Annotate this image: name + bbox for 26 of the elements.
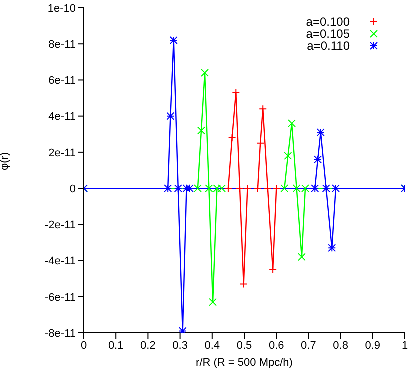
x-tick-label: 0.2 — [140, 340, 156, 352]
x-tick-label: 0.9 — [365, 340, 381, 352]
y-axis-title: φ(r) — [0, 152, 11, 170]
y-tick-label: -4e-11 — [45, 256, 76, 268]
y-tick-label: -6e-11 — [45, 292, 76, 304]
y-tick-label: 0 — [70, 183, 76, 196]
legend-label: a=0.105 — [306, 27, 350, 41]
legend-label: a=0.100 — [306, 15, 350, 29]
x-tick-label: 0.1 — [108, 340, 124, 352]
y-tick-label: -8e-11 — [45, 328, 76, 340]
x-tick-label: 0.8 — [333, 340, 348, 352]
y-tick-label: 6e-11 — [48, 75, 76, 88]
x-tick-label: 0 — [80, 340, 88, 352]
x-tick-label: 0.5 — [236, 340, 252, 352]
x-tick-label: 0.6 — [268, 340, 284, 352]
legend-label: a=0.110 — [307, 39, 350, 53]
x-tick-label: 0.3 — [172, 340, 188, 352]
x-tick-label: 1 — [402, 340, 408, 352]
y-tick-label: -2e-11 — [45, 220, 76, 232]
x-tick-label: 0.4 — [204, 340, 220, 352]
y-tick-label: 2e-11 — [48, 147, 76, 160]
y-tick-label: 1e-10 — [48, 2, 76, 15]
x-tick-label: 0.7 — [301, 340, 316, 352]
x-axis-title: r/R (R = 500 Mpc/h) — [196, 357, 293, 369]
y-tick-label: 4e-11 — [48, 111, 76, 124]
y-tick-label: 8e-11 — [48, 39, 76, 52]
